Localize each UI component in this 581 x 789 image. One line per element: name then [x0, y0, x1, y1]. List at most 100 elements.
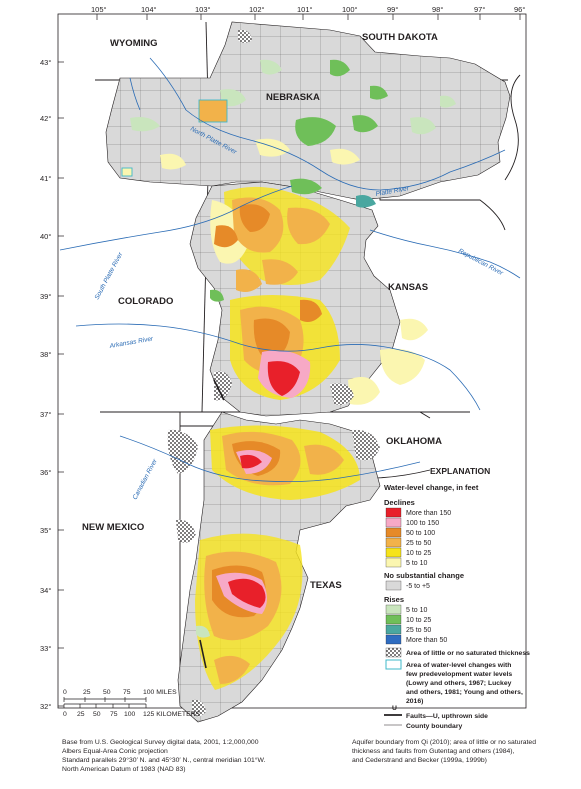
legend-label-few-levels: and others, 1981; Young and others,	[406, 689, 523, 696]
legend-label: 100 to 150	[406, 520, 439, 527]
legend: EXPLANATION Water-level change, in feet …	[384, 466, 530, 730]
legend-label: 5 to 10	[406, 560, 428, 567]
river-label-republican: Republican River	[457, 248, 505, 278]
legend-label-few-levels: Area of water-level changes with	[406, 662, 511, 669]
longitude-labels: 105° 104° 103° 102° 101° 100° 99° 98° 97…	[91, 5, 525, 14]
credits-left: Base from U.S. Geological Survey digital…	[62, 738, 265, 774]
legend-label-few-levels: 2016)	[406, 698, 423, 705]
legend-fault-marker: U	[392, 705, 397, 712]
decline-areas	[160, 138, 428, 690]
state-label-new-mexico: NEW MEXICO	[82, 522, 144, 533]
legend-swatch-stipple	[385, 647, 402, 658]
legend-no-change-heading: No substantial change	[384, 571, 464, 580]
lat-label: 32°	[40, 702, 51, 711]
legend-label-faults: Faults—U, upthrown side	[406, 713, 488, 720]
lat-label: 42°	[40, 114, 51, 123]
scale-km-tick: 75	[110, 711, 118, 718]
scale-miles-tick: 0	[63, 689, 67, 696]
legend-subtitle: Water-level change, in feet	[384, 483, 479, 492]
legend-label-little-saturated: Area of little or no saturated thickness	[406, 650, 530, 657]
state-label-colorado: COLORADO	[118, 296, 173, 307]
lat-label: 38°	[40, 350, 51, 359]
lat-label: 41°	[40, 174, 51, 183]
scale-miles-tick: 100 MILES	[143, 689, 177, 696]
legend-label: 5 to 10	[406, 607, 428, 614]
little-saturated-areas	[167, 29, 380, 717]
lon-label: 104°	[141, 5, 157, 14]
legend-label-few-levels: (Lowry and others, 1967; Luckey	[406, 680, 512, 687]
legend-title: EXPLANATION	[430, 466, 490, 476]
lon-label: 96°	[514, 5, 525, 14]
lat-label: 34°	[40, 586, 51, 595]
latitude-labels: 43° 42° 41° 40° 39° 38° 37° 36° 35° 34° …	[40, 58, 51, 711]
lat-label: 36°	[40, 468, 51, 477]
few-levels-outlines	[121, 99, 228, 177]
lon-label: 101°	[297, 5, 313, 14]
legend-declines-heading: Declines	[384, 498, 415, 507]
state-label-nebraska: NEBRASKA	[266, 92, 320, 103]
state-labels: WYOMING SOUTH DAKOTA NEBRASKA COLORADO K…	[82, 32, 442, 591]
river-label-arkansas: Arkansas River	[108, 335, 154, 350]
legend-swatch	[385, 517, 402, 528]
legend-swatch	[385, 634, 402, 645]
legend-label: 25 to 50	[406, 540, 431, 547]
river-label-canadian: Canadian River	[132, 457, 160, 501]
state-label-oklahoma: OKLAHOMA	[386, 436, 442, 447]
legend-swatch	[385, 614, 402, 625]
lon-label: 99°	[387, 5, 398, 14]
lat-label: 40°	[40, 232, 51, 241]
scale-km-tick: 0	[63, 711, 67, 718]
legend-swatch	[385, 624, 402, 635]
legend-swatch	[385, 557, 402, 568]
scale-km-tick: 25	[77, 711, 85, 718]
river-label-south-platte: South Platte River	[94, 251, 125, 301]
lon-label: 102°	[249, 5, 265, 14]
legend-label: 50 to 100	[406, 530, 435, 537]
map-frame	[57, 13, 527, 709]
legend-rises-heading: Rises	[384, 595, 404, 604]
rivers	[59, 57, 521, 482]
legend-swatch	[385, 507, 402, 518]
scale-km-tick: 100	[124, 711, 136, 718]
legend-swatch	[385, 547, 402, 558]
lat-label: 35°	[40, 526, 51, 535]
state-label-kansas: KANSAS	[388, 282, 428, 293]
credit-line: Standard parallels 29°30′ N. and 45°30′ …	[62, 757, 266, 764]
scale-miles-tick: 75	[123, 689, 131, 696]
credit-line: Aquifer boundary from Qi (2010); area of…	[352, 739, 536, 746]
credit-line: Base from U.S. Geological Survey digital…	[62, 739, 259, 746]
scale-miles-tick: 25	[83, 689, 91, 696]
lon-label: 100°	[342, 5, 358, 14]
legend-label-few-levels: few predevelopment water levels	[406, 671, 512, 678]
legend-swatch-few-levels	[385, 659, 402, 670]
credit-line: North American Datum of 1983 (NAD 83)	[62, 766, 186, 773]
legend-label: 10 to 25	[406, 617, 431, 624]
legend-declines: More than 150 100 to 150 50 to 100 25 to…	[385, 507, 451, 568]
lon-label: 103°	[195, 5, 211, 14]
state-label-south-dakota: SOUTH DAKOTA	[362, 32, 438, 43]
legend-swatch	[385, 537, 402, 548]
state-label-texas: TEXAS	[310, 580, 342, 591]
graticule-ticks	[58, 14, 521, 707]
scale-miles-tick: 50	[103, 689, 111, 696]
scale-km-tick: 125 KILOMETERS	[143, 711, 201, 718]
lat-label: 33°	[40, 644, 51, 653]
legend-label: More than 150	[406, 510, 451, 517]
legend-swatch	[385, 580, 402, 591]
faults	[199, 379, 225, 669]
lat-label: 39°	[40, 292, 51, 301]
scale-km-tick: 50	[93, 711, 101, 718]
legend-label: More than 50	[406, 637, 447, 644]
lon-label: 97°	[474, 5, 485, 14]
legend-rises: 5 to 10 10 to 25 25 to 50 More than 50	[385, 604, 447, 645]
legend-swatch	[385, 604, 402, 615]
credit-line: and Cederstrand and Becker (1999a, 1999b…	[352, 757, 487, 764]
credit-line: Albers Equal-Area Conic projection	[62, 748, 168, 755]
legend-label: 10 to 25	[406, 550, 431, 557]
credits-right: Aquifer boundary from Qi (2010); area of…	[352, 738, 536, 765]
legend-label-county: County boundary	[406, 723, 462, 730]
legend-swatch	[385, 527, 402, 538]
state-label-wyoming: WYOMING	[110, 38, 158, 49]
legend-label: 25 to 50	[406, 627, 431, 634]
